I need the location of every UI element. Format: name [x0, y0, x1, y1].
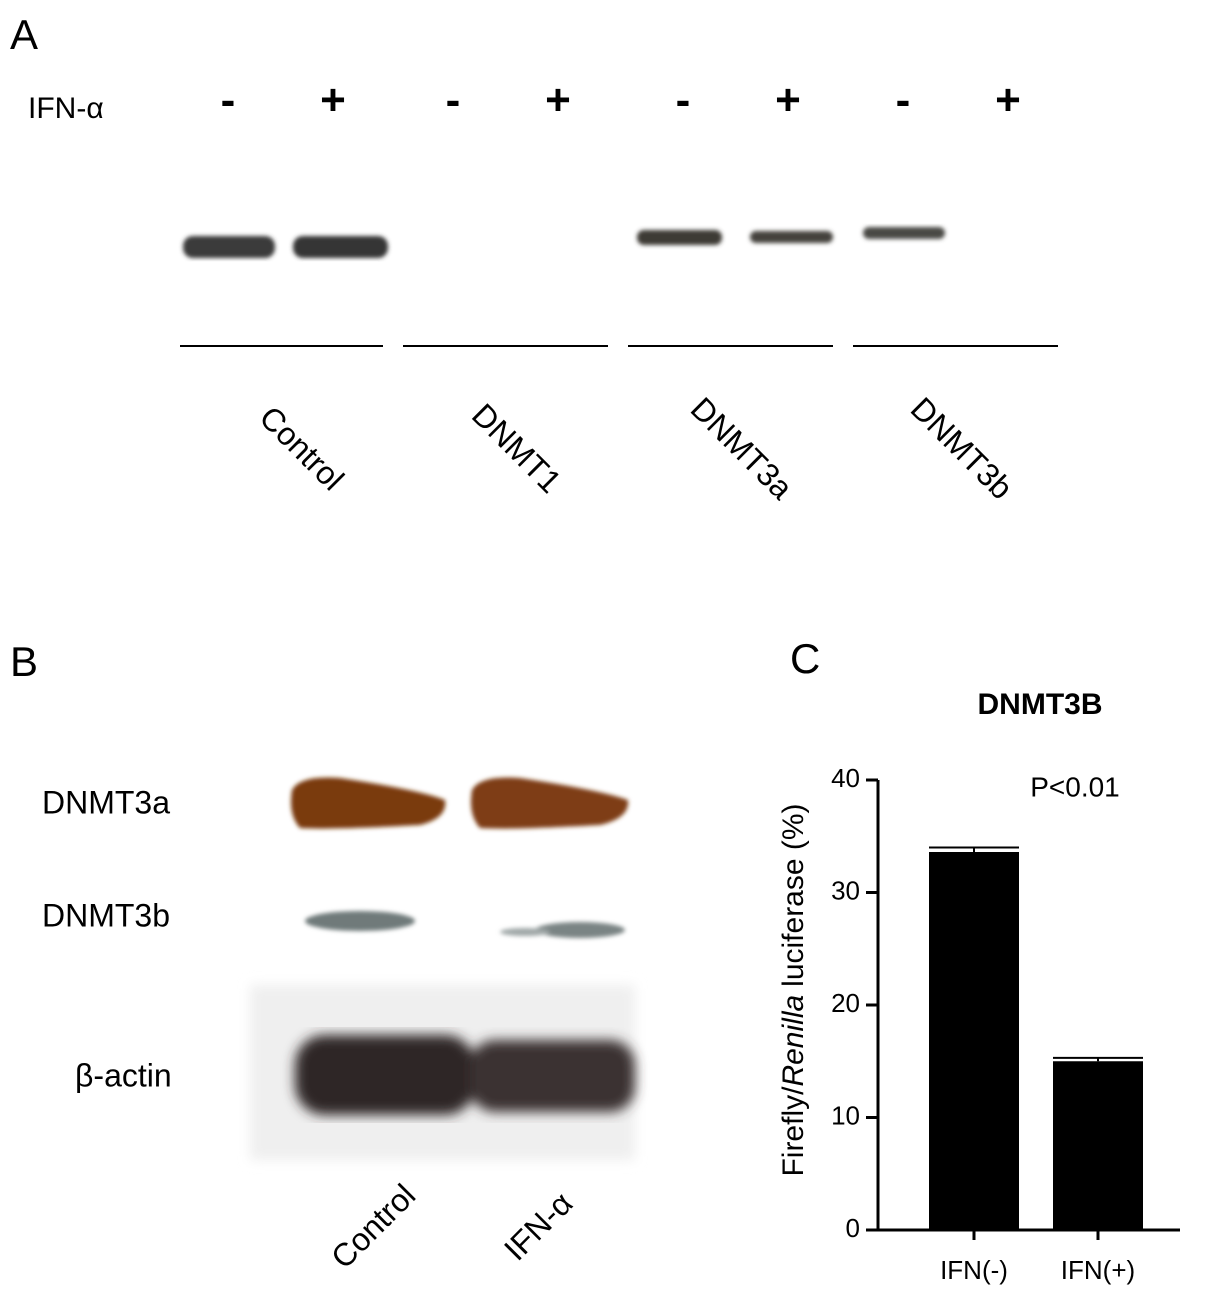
y-axis-label-part: Renilla	[777, 995, 810, 1087]
gel-bands	[183, 227, 945, 258]
sign: +	[320, 76, 346, 125]
group-label: DNMT1	[465, 397, 568, 500]
error-bar	[929, 846, 1019, 852]
sign: -	[221, 76, 236, 125]
panel-label: B	[10, 638, 38, 685]
sign: +	[545, 76, 571, 125]
row-label: DNMT3a	[42, 784, 170, 820]
gel-image	[250, 777, 635, 1160]
annotation: P<0.01	[1030, 771, 1120, 802]
column-label: IFN-α	[497, 1185, 580, 1268]
y-tick-label: 40	[831, 763, 860, 793]
y-tick-label: 30	[831, 875, 860, 905]
group-label: DNMT3b	[904, 390, 1020, 506]
sign: -	[676, 76, 691, 125]
bar	[929, 852, 1019, 1230]
panel-label: A	[10, 11, 38, 58]
sign: +	[995, 76, 1021, 125]
bar	[1053, 1061, 1143, 1230]
y-tick-label: 10	[831, 1100, 860, 1130]
chart-title: DNMT3B	[978, 688, 1103, 721]
y-tick-label: 20	[831, 988, 860, 1018]
panel-label: C	[790, 635, 820, 682]
y-axis-label: Firefly/Renilla luciferase (%)	[777, 803, 810, 1176]
x-tick-label: IFN(-)	[940, 1255, 1008, 1285]
y-tick-label: 0	[846, 1213, 860, 1243]
y-axis-label-part: luciferase (%)	[777, 803, 810, 986]
sign: -	[896, 76, 911, 125]
row-label: DNMT3b	[42, 897, 170, 933]
x-tick-label: IFN(+)	[1061, 1255, 1135, 1285]
group-label: Control	[253, 399, 351, 497]
y-axis-label-part: Firefly/	[777, 1086, 810, 1177]
sign: +	[775, 76, 801, 125]
sign: -	[446, 76, 461, 125]
row-label: β-actin	[75, 1057, 172, 1093]
error-bar	[1053, 1056, 1143, 1062]
column-label: Control	[324, 1177, 422, 1275]
treatment-label: IFN-α	[28, 92, 104, 125]
group-label: DNMT3a	[684, 390, 800, 506]
